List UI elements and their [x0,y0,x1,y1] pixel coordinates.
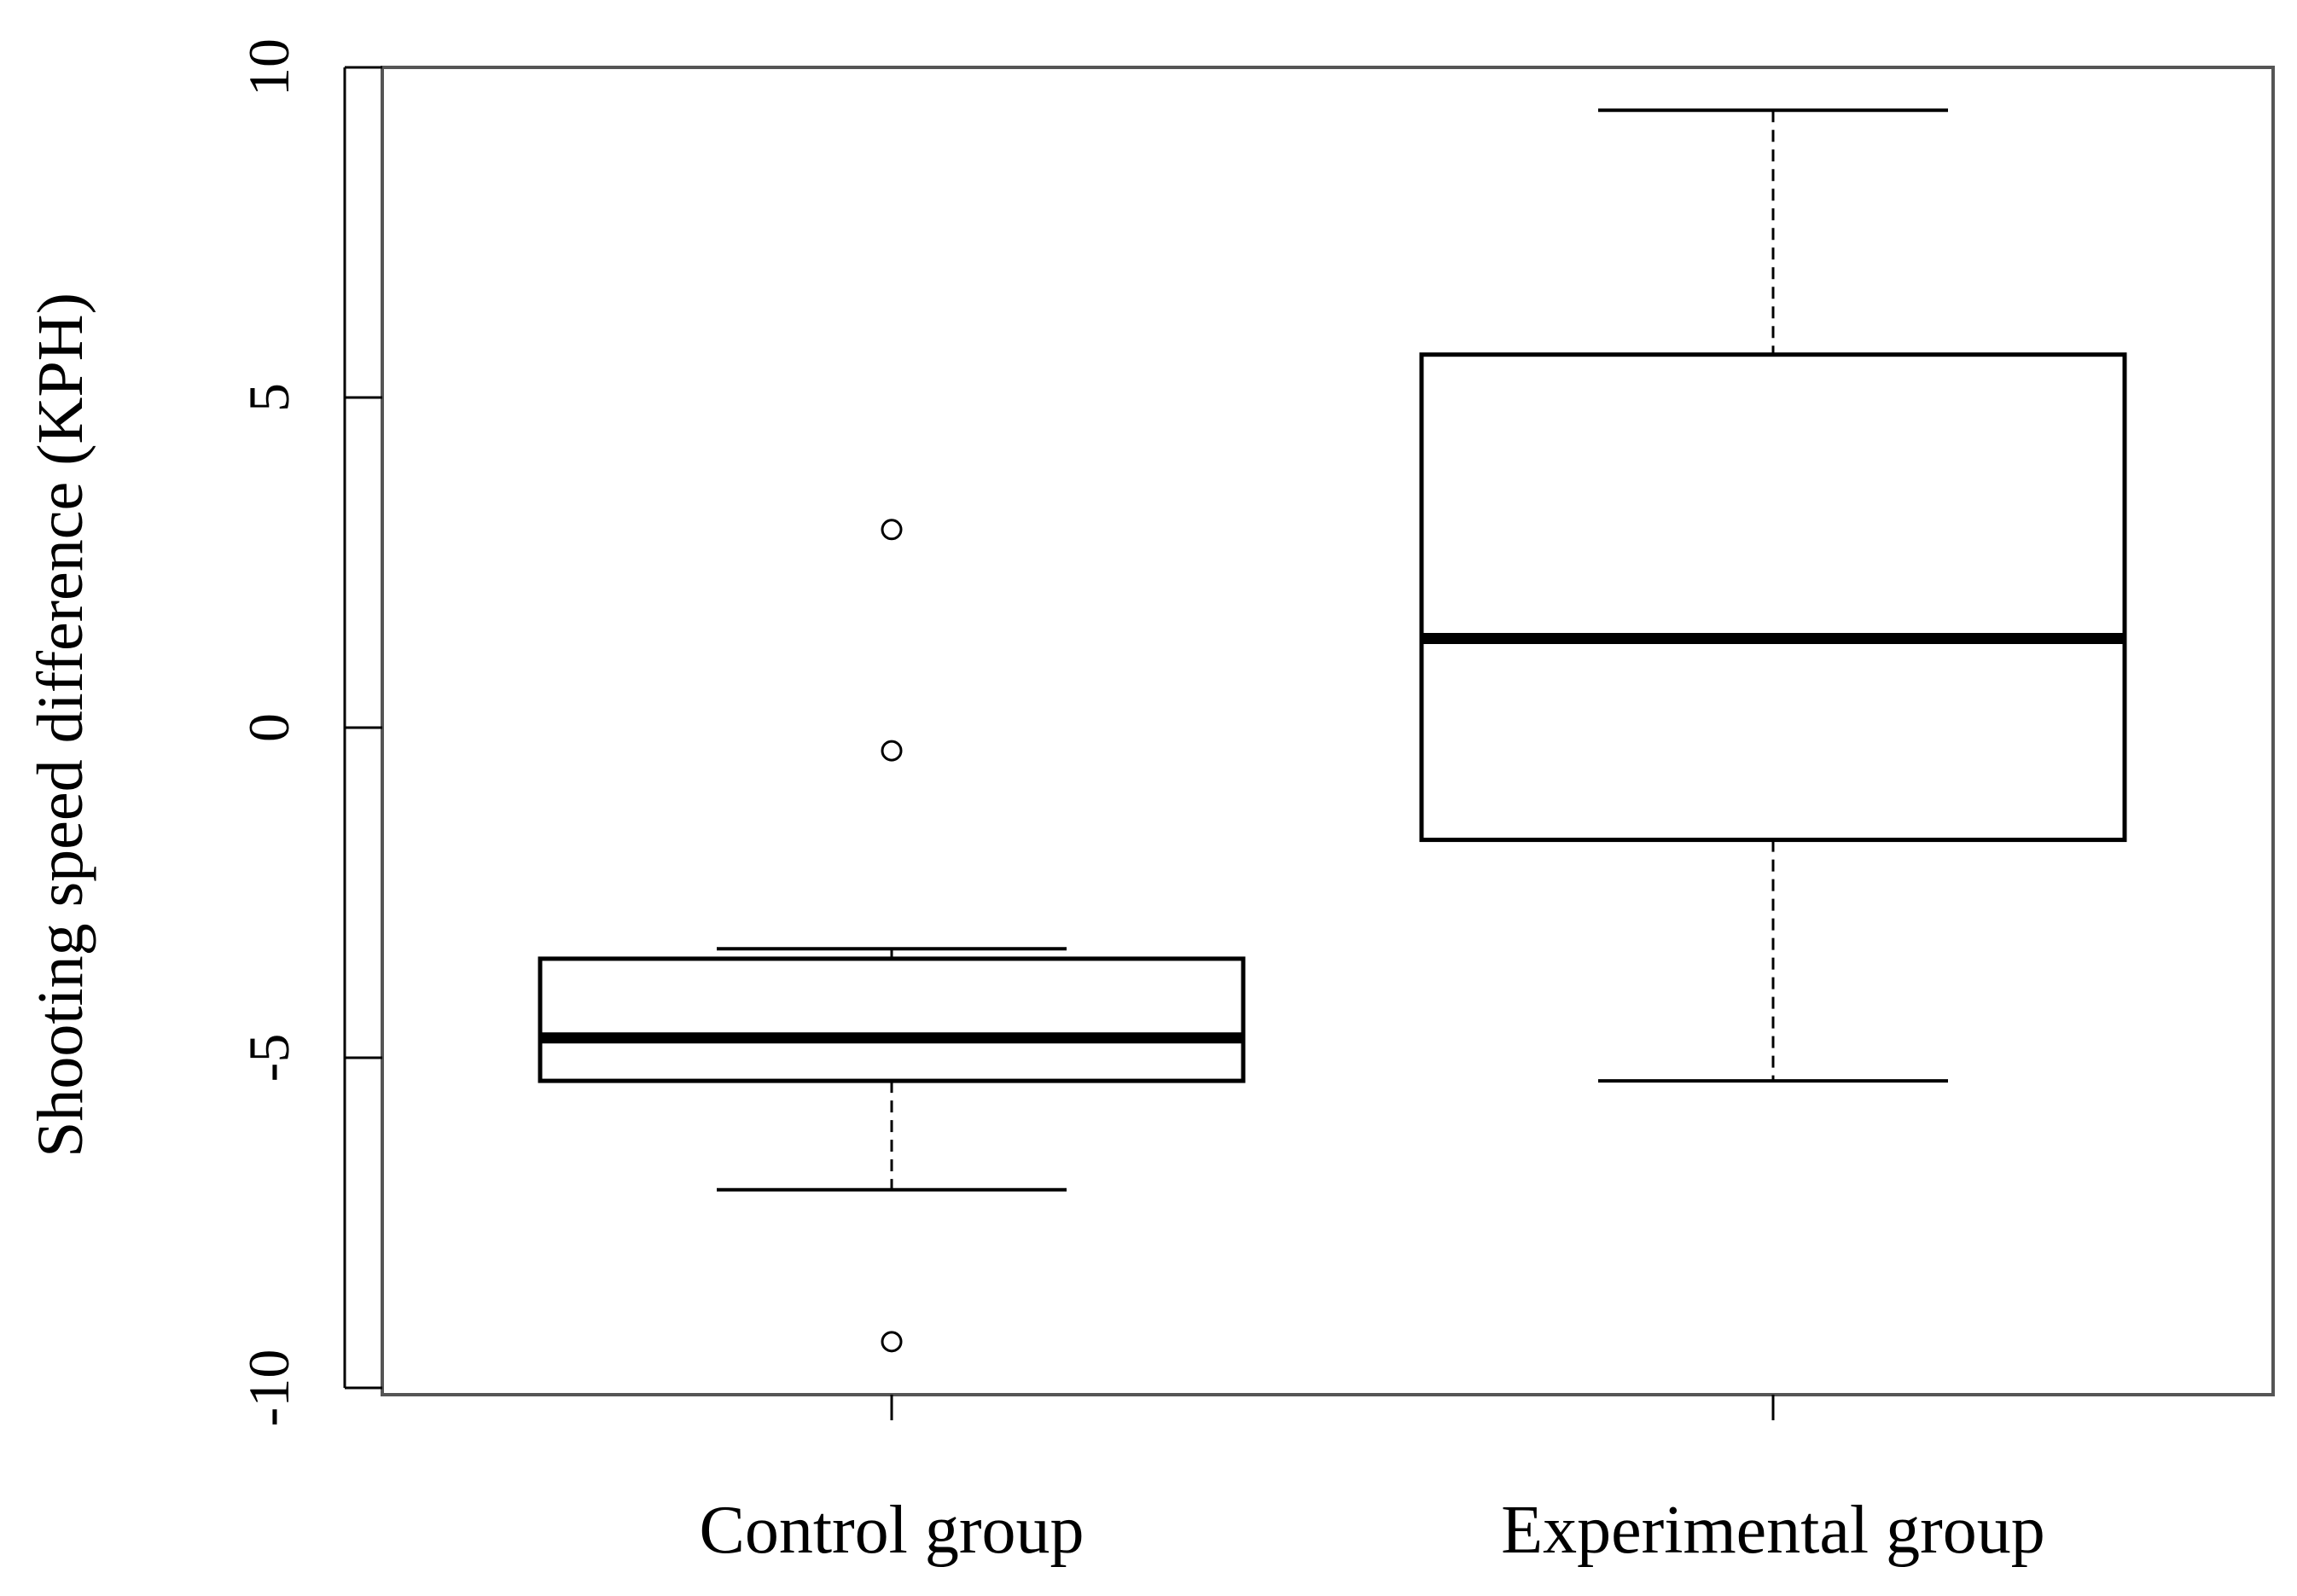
plot-frame [381,66,2275,1396]
outlier-point [881,1331,903,1353]
y-axis-label: Shooting speed difference (KPH) [25,293,96,1158]
y-tick-label: 0 [236,713,301,742]
boxes [538,108,2127,1353]
x-axis: Control group Experimental group [699,1395,2045,1568]
x-tick-label: Experimental group [1501,1493,2045,1568]
y-axis: -10 -5 0 5 10 [236,38,382,1426]
y-tick-label: 5 [236,383,301,412]
x-tick-label: Control group [699,1493,1084,1568]
y-tick-label: -5 [236,1034,301,1082]
y-tick-label: 10 [236,38,301,96]
outlier-point [881,519,903,541]
box-group [1419,108,2127,1083]
iqr-box [1419,352,2127,843]
iqr-box [538,956,1246,1083]
box-group [538,519,1246,1353]
y-tick-label: -10 [236,1349,301,1427]
outlier-point [881,740,903,762]
